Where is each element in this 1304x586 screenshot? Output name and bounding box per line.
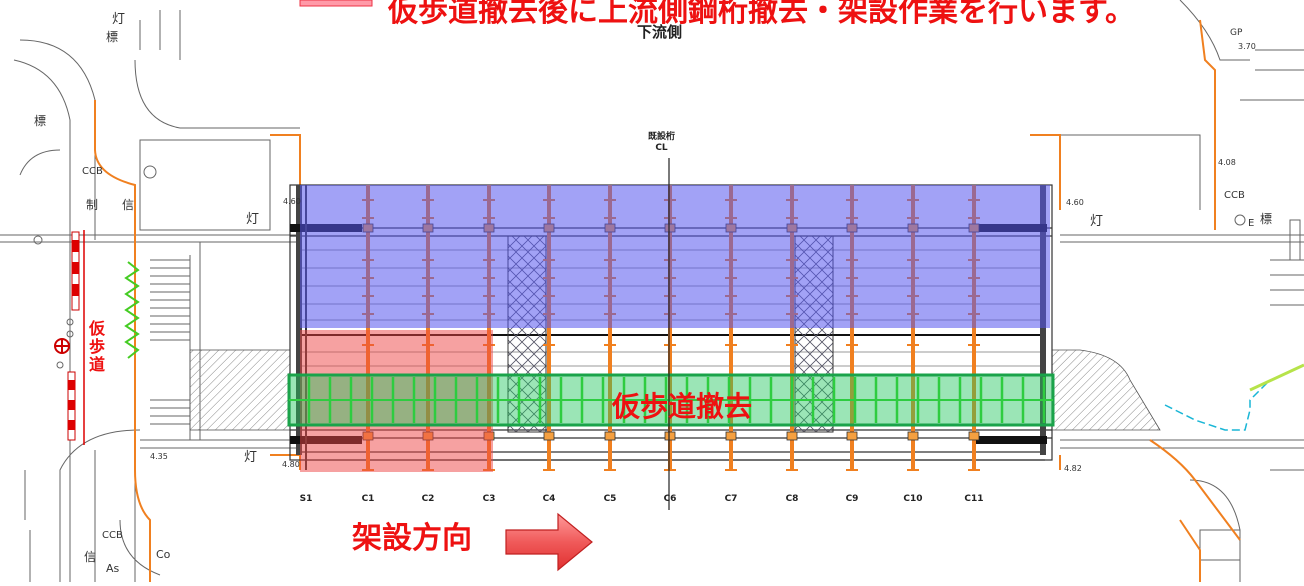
left-approach-hatch bbox=[189, 349, 291, 431]
girder-tick-label: C2 bbox=[421, 494, 435, 504]
bearing-mark bbox=[907, 431, 919, 441]
ccb-left-bottom: CCB bbox=[102, 530, 123, 541]
left-road-linework bbox=[0, 10, 300, 582]
signal-left-bottom: 信 bbox=[84, 550, 97, 564]
right-road-linework bbox=[1060, 0, 1304, 582]
dim-4: 4.80 bbox=[282, 460, 300, 469]
downstream-label: 下流側 bbox=[637, 23, 683, 41]
co-label: Co bbox=[156, 548, 171, 561]
right-approach-hatch bbox=[1051, 349, 1161, 431]
lamp-left: 灯 bbox=[246, 212, 260, 227]
girder-tick-label: C11 bbox=[964, 494, 984, 504]
ccb-left-top: CCB bbox=[82, 166, 103, 177]
girder-tick-label: C10 bbox=[903, 494, 923, 504]
girder-tick-label: C3 bbox=[482, 494, 496, 504]
walkway-removal-label: 仮歩道撤去 bbox=[612, 390, 753, 423]
ccb-right: CCB bbox=[1224, 190, 1245, 201]
right-orange-curb bbox=[1030, 19, 1241, 582]
girder-tick-label: S1 bbox=[299, 494, 313, 504]
blue-zone bbox=[300, 185, 1050, 328]
girder-tick-label: C8 bbox=[785, 494, 799, 504]
sign-right: 標 bbox=[1260, 212, 1273, 226]
bearing-mark bbox=[968, 431, 980, 441]
green-zigzag bbox=[124, 261, 140, 359]
bearing-mark bbox=[543, 431, 555, 441]
girder-tick-label: C7 bbox=[724, 494, 738, 504]
cl-label: CL bbox=[655, 143, 668, 153]
temp-walkway-label: 仮歩道 bbox=[88, 319, 105, 374]
girder-label: 既設桁 bbox=[648, 132, 676, 142]
bearing-mark bbox=[846, 431, 858, 441]
legend-swatch bbox=[299, 0, 373, 7]
direction-label: 架設方向 bbox=[352, 521, 472, 556]
green-zone-grid bbox=[289, 377, 1053, 423]
girder-tick-label: C9 bbox=[845, 494, 859, 504]
yellow-green-line bbox=[1249, 363, 1304, 392]
dim-1: 4.60 bbox=[283, 197, 301, 206]
dim-7: 4.08 bbox=[1218, 158, 1236, 167]
as-label: As bbox=[106, 562, 120, 575]
dim-2: 4.35 bbox=[150, 452, 168, 461]
dim-3: 4.60 bbox=[1066, 198, 1084, 207]
girder-tick-label: C4 bbox=[542, 494, 556, 504]
barricades bbox=[54, 230, 85, 445]
girder-cl-label: 既設桁 CL bbox=[648, 132, 675, 154]
bearing-mark bbox=[725, 431, 737, 441]
bearing-mark bbox=[604, 431, 616, 441]
cyan-path bbox=[1164, 379, 1271, 431]
lamp-left-bottom: 灯 bbox=[244, 450, 258, 465]
sign-top: 標 bbox=[106, 30, 119, 44]
dim-6: 3.70 bbox=[1238, 42, 1256, 51]
girder-tick-label: C1 bbox=[361, 494, 375, 504]
bearing-mark bbox=[786, 431, 798, 441]
signal-left: 信 bbox=[122, 198, 135, 212]
e-label: E bbox=[1248, 218, 1255, 229]
girder-tick-label: C5 bbox=[603, 494, 617, 504]
instruction-title: 仮歩道撤去後に上流側鋼桁撤去・架設作業を行います。 bbox=[388, 0, 1135, 29]
direction-arrow bbox=[505, 512, 593, 572]
gp-label: GP bbox=[1230, 28, 1243, 38]
dim-5: 4.82 bbox=[1064, 464, 1082, 473]
sign-left: 標 bbox=[34, 114, 47, 128]
control-left: 制 bbox=[86, 198, 99, 212]
lamp-top: 灯 bbox=[112, 12, 126, 27]
girder-tick-label: C6 bbox=[663, 494, 677, 504]
bearing-mark bbox=[664, 431, 676, 441]
lamp-right: 灯 bbox=[1090, 214, 1104, 229]
